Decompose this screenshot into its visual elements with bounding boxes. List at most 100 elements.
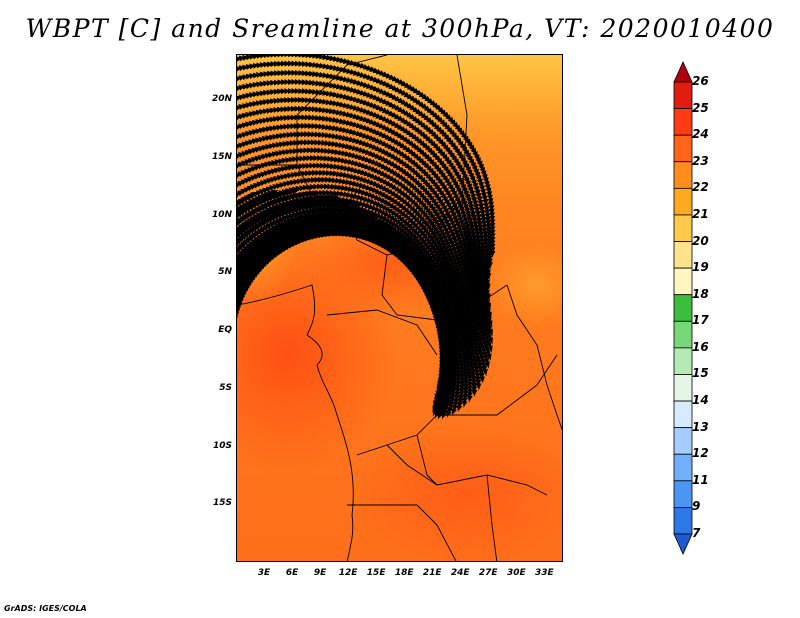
lon-label: 24E — [450, 568, 470, 578]
country-border — [506, 284, 562, 431]
country-border — [346, 204, 458, 256]
colorbar-segment — [673, 374, 693, 402]
streamline-arrow — [329, 164, 335, 169]
streamline-arrow — [332, 101, 338, 106]
colorbar-label: 9 — [692, 499, 701, 514]
colorbar-segment — [673, 267, 693, 296]
country-border — [237, 284, 316, 336]
streamline-arrow — [330, 156, 336, 161]
colorbar-label: 21 — [692, 206, 709, 221]
colorbar-label: 11 — [692, 472, 709, 487]
streamline-arrow — [270, 89, 275, 94]
colorbar-svg — [673, 61, 693, 555]
country-border — [326, 309, 438, 356]
country-border — [386, 444, 548, 496]
colorbar-segment — [673, 214, 693, 242]
lat-label: 5N — [218, 267, 232, 278]
colorbar-segment — [673, 480, 693, 508]
streamline-arrow — [269, 126, 275, 131]
colorbar-label: 23 — [692, 153, 709, 168]
map-panel — [236, 54, 563, 562]
streamline-arrow — [270, 71, 275, 76]
colorbar-segment — [673, 187, 693, 216]
streamline-arrow — [332, 109, 338, 114]
colorbar-segment — [673, 347, 693, 375]
colorbar-label: 15 — [692, 366, 709, 381]
colorbar-label: 17 — [692, 313, 709, 328]
lon-label: 27E — [478, 568, 498, 578]
streamline-arrow — [332, 66, 338, 70]
streamline-arrow — [332, 126, 337, 130]
colorbar-label: 13 — [692, 419, 709, 434]
page-title: WBPT [C] and Sreamline at 300hPa, VT: 20… — [25, 14, 775, 43]
colorbar-label: 20 — [692, 233, 709, 248]
streamline-arrow — [331, 149, 336, 154]
country-border — [456, 55, 488, 266]
streamline-arrow — [270, 99, 275, 104]
colorbar-segment — [673, 134, 693, 163]
wbpt-map — [237, 55, 562, 561]
lon-label: 21E — [422, 568, 442, 578]
lon-label: 12E — [338, 568, 358, 578]
country-border — [437, 354, 558, 416]
colorbar-label: 12 — [692, 446, 709, 461]
lon-label: 18E — [394, 568, 414, 578]
colorbar-segment — [673, 241, 693, 269]
streamline-arrow — [332, 56, 338, 61]
lon-label: 33E — [534, 568, 554, 578]
streamline-arrow — [327, 184, 332, 189]
streamline-arrow — [270, 55, 276, 57]
colorbar-label: 14 — [692, 393, 709, 408]
lat-label: EQ — [218, 325, 232, 336]
streamline-arrow — [331, 134, 337, 139]
streamline-arrow — [332, 92, 338, 97]
lon-label: 9E — [313, 568, 327, 578]
colorbar-label: 24 — [692, 127, 709, 142]
streamline-arrow — [270, 61, 275, 66]
lon-label: 6E — [285, 568, 299, 578]
streamline-arrow — [269, 108, 275, 113]
country-border — [416, 434, 438, 486]
streamline-arrow — [269, 135, 274, 140]
country-border — [486, 474, 498, 561]
lat-label: 10S — [212, 440, 232, 451]
country-border — [381, 254, 508, 321]
streamline-arrow — [331, 141, 337, 146]
streamline-arrow — [270, 80, 275, 85]
streamline-arrow — [325, 190, 331, 195]
streamline-arrow — [269, 117, 275, 122]
colorbar-label: 26 — [692, 74, 709, 88]
colorbar — [670, 60, 750, 560]
colorbar-segment — [673, 507, 693, 535]
lat-label: 15N — [211, 151, 232, 162]
country-borders — [237, 55, 562, 561]
wbpt-light-east — [487, 245, 562, 325]
colorbar-segment — [673, 81, 693, 109]
colorbar-segment — [673, 400, 693, 429]
colorbar-segment — [673, 453, 693, 482]
streamline-arrow — [328, 178, 333, 183]
colorbar-bottom-arrow — [673, 533, 693, 555]
lon-label: 30E — [506, 568, 526, 578]
credit-text: GrADS: IGES/COLA — [4, 604, 87, 613]
country-border — [306, 334, 354, 561]
colorbar-label: 19 — [692, 260, 709, 275]
colorbar-label: 16 — [692, 339, 709, 354]
colorbar-segment — [673, 427, 693, 455]
colorbar-top-arrow — [673, 61, 693, 83]
streamline-arrow — [332, 117, 338, 122]
streamline-arrow — [332, 83, 338, 88]
lat-label: 5S — [219, 382, 232, 393]
streamline-arrow — [268, 144, 274, 149]
colorbar-label: 7 — [692, 526, 701, 540]
lon-label: 3E — [257, 568, 271, 578]
colorbar-segment — [673, 161, 693, 189]
colorbar-label: 25 — [692, 100, 709, 115]
colorbar-segment — [673, 108, 693, 136]
streamline-arrow — [329, 171, 334, 176]
colorbar-label: 18 — [692, 286, 709, 301]
streamlines — [237, 55, 496, 523]
lon-label: 15E — [366, 568, 386, 578]
colorbar-label: 22 — [692, 180, 709, 195]
lat-label: 15S — [212, 498, 232, 509]
